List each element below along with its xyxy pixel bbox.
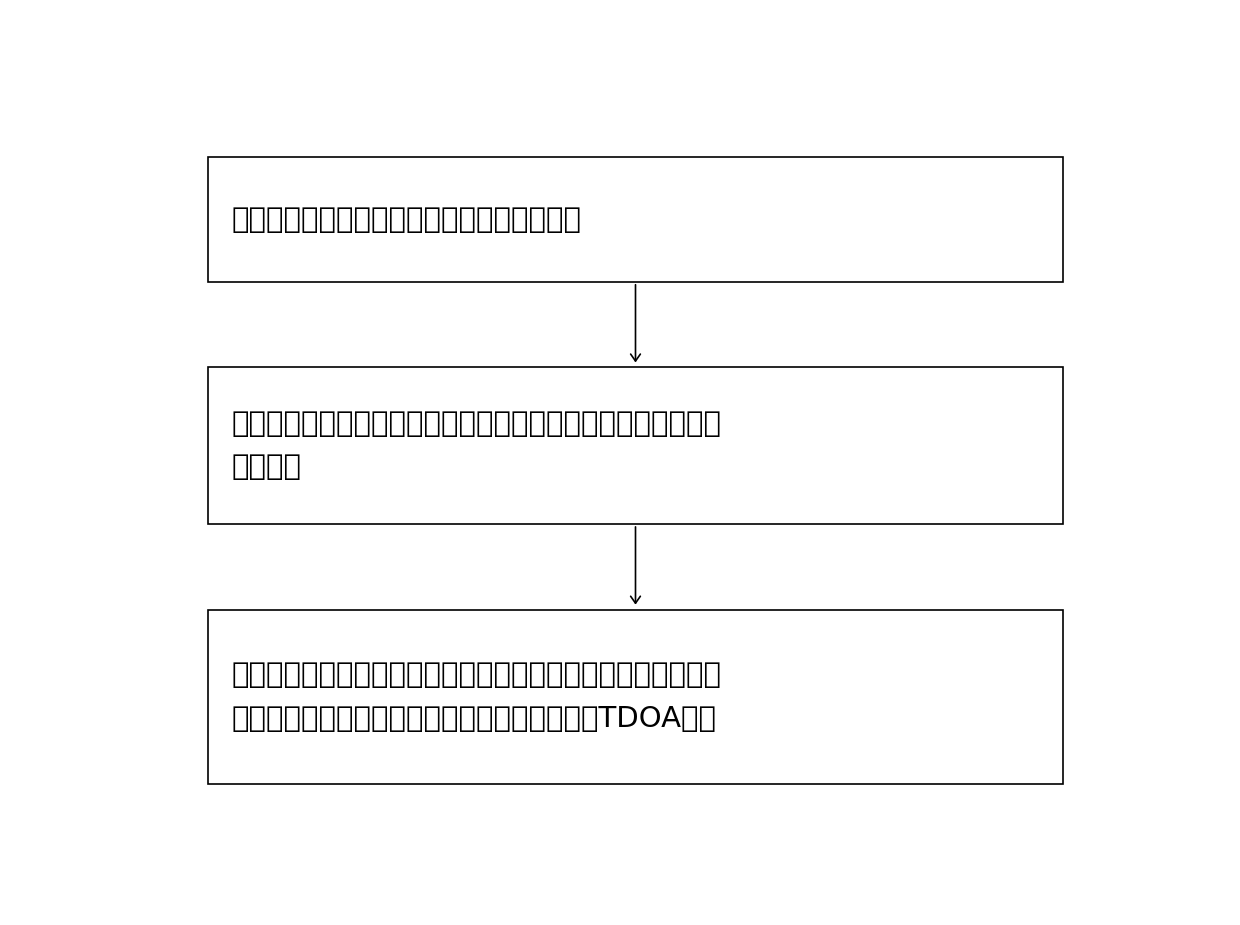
- Text: 接收不同测量站收到同一个辐射源发出的信号: 接收不同测量站收到同一个辐射源发出的信号: [232, 205, 582, 234]
- Bar: [208, 367, 1063, 524]
- Text: 分别筛选信号的低频段有效谱线数据去除对时差计算低贡献度的
谱线数据: 分别筛选信号的低频段有效谱线数据去除对时差计算低贡献度的 谱线数据: [232, 410, 722, 481]
- Bar: [208, 157, 1063, 282]
- Bar: [208, 610, 1063, 784]
- Text: 削减经过离散化权重函数处理的信号中对时差计算低贡献度的谱
线幅值得到互功率谱密度函数，计算时间差进行TDOA定位: 削减经过离散化权重函数处理的信号中对时差计算低贡献度的谱 线幅值得到互功率谱密度…: [232, 661, 722, 733]
